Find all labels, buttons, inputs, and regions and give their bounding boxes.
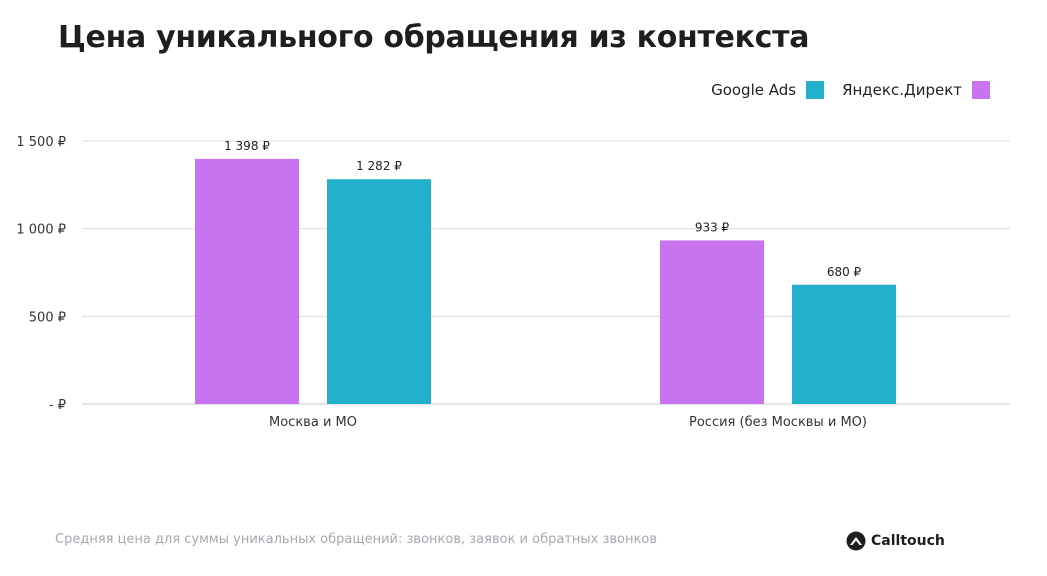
y-tick-label: 500 ₽ (29, 310, 66, 325)
bar (660, 240, 764, 404)
y-tick-label: - ₽ (49, 398, 66, 413)
legend-label-google-ads: Google Ads (711, 81, 797, 99)
calltouch-logo: Calltouch (846, 531, 945, 551)
legend-label-yandex-direct: Яндекс.Директ (842, 81, 962, 99)
bar-value-label: 1 398 ₽ (224, 139, 270, 153)
chart-title: Цена уникального обращения из контекста (58, 20, 810, 55)
bar (195, 158, 299, 404)
x-category-label: Россия (без Москвы и МО) (689, 415, 867, 430)
legend-item-yandex-direct: Яндекс.Директ (842, 81, 990, 99)
x-category-label: Москва и МО (269, 415, 357, 430)
calltouch-logo-icon (846, 531, 866, 551)
legend-item-google-ads: Google Ads (711, 81, 825, 99)
chart-legend: Google Ads Яндекс.Директ (711, 81, 990, 99)
brand-name: Calltouch (871, 533, 945, 549)
bar-value-label: 1 282 ₽ (356, 159, 402, 173)
footnote: Средняя цена для суммы уникальных обраще… (55, 532, 657, 547)
y-tick-label: 1 000 ₽ (16, 223, 66, 238)
bar (327, 179, 431, 404)
legend-swatch-google-ads (806, 81, 825, 99)
bar (792, 284, 896, 404)
y-tick-label: 1 500 ₽ (16, 135, 66, 150)
bar-value-label: 933 ₽ (695, 220, 730, 234)
bar-value-label: 680 ₽ (827, 265, 862, 279)
legend-swatch-yandex-direct (972, 81, 990, 99)
